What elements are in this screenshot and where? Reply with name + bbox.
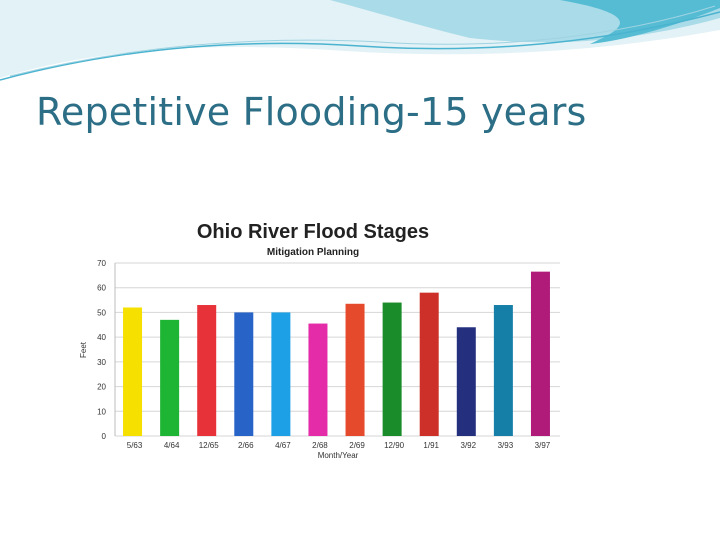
- y-tick-label: 30: [97, 358, 106, 367]
- y-tick-label: 60: [97, 284, 106, 293]
- bar: [419, 292, 439, 436]
- bar: [123, 307, 143, 436]
- bar: [197, 305, 217, 436]
- y-tick-label: 0: [102, 432, 107, 441]
- bar: [308, 323, 328, 436]
- bar: [456, 327, 476, 436]
- x-tick-label: 12/65: [199, 441, 220, 450]
- y-axis-ticks: 0 10 20 30 40 50 60 70: [97, 259, 106, 441]
- bar: [382, 302, 402, 436]
- bar: [234, 312, 254, 436]
- slide-title: Repetitive Flooding-15 years: [36, 90, 587, 134]
- gridlines: [114, 262, 560, 437]
- x-tick-label: 3/92: [461, 441, 477, 450]
- y-tick-label: 20: [97, 383, 106, 392]
- x-axis-label: Month/Year: [318, 451, 359, 460]
- bar: [493, 305, 513, 436]
- x-tick-label: 4/67: [275, 441, 291, 450]
- header-wave-dark: [560, 0, 720, 44]
- x-axis-ticks: 5/63 4/64 12/65 2/66 4/67 2/68 2/69 12/90 1/91 3/…: [127, 441, 551, 450]
- x-tick-label: 12/90: [384, 441, 405, 450]
- bar: [271, 312, 291, 436]
- y-tick-label: 40: [97, 333, 106, 342]
- bar: [345, 303, 365, 436]
- header-wave-line-2: [9, 5, 716, 77]
- x-tick-label: 2/69: [349, 441, 365, 450]
- y-tick-label: 70: [97, 259, 106, 268]
- x-tick-label: 3/97: [535, 441, 551, 450]
- x-tick-label: 2/66: [238, 441, 254, 450]
- x-tick-label: 4/64: [164, 441, 180, 450]
- y-tick-label: 10: [97, 407, 106, 416]
- header-wave-line: [0, 11, 720, 81]
- y-axis-label: Feet: [79, 341, 88, 358]
- x-tick-label: 2/68: [312, 441, 328, 450]
- x-tick-label: 5/63: [127, 441, 143, 450]
- chart-title: Ohio River Flood Stages: [197, 221, 429, 243]
- y-tick-label: 50: [97, 308, 106, 317]
- bar: [530, 271, 550, 436]
- bar: [160, 319, 180, 436]
- chart-subtitle: Mitigation Planning: [267, 247, 359, 258]
- x-tick-label: 1/91: [423, 441, 439, 450]
- x-tick-label: 3/93: [498, 441, 514, 450]
- bars: [123, 271, 550, 436]
